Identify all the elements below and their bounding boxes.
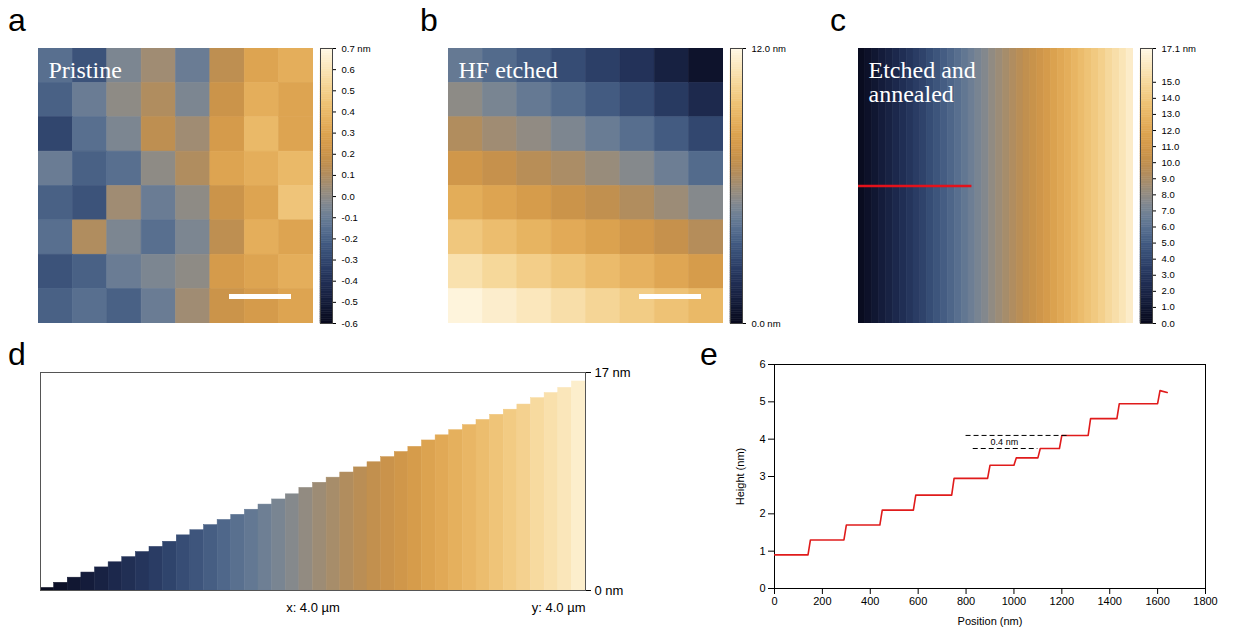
svg-text:HF etched: HF etched xyxy=(459,57,558,83)
svg-text:10.0: 10.0 xyxy=(1162,157,1181,168)
svg-text:0: 0 xyxy=(759,582,765,594)
html-text:e: e xyxy=(700,336,718,372)
svg-text:0.0 nm: 0.0 nm xyxy=(752,318,781,329)
svg-text:9.0: 9.0 xyxy=(1162,173,1175,184)
svg-text:-0.4: -0.4 xyxy=(342,275,358,286)
svg-text:5.0: 5.0 xyxy=(1162,237,1175,248)
svg-text:-0.5: -0.5 xyxy=(342,296,358,307)
html-text:b: b xyxy=(420,2,438,38)
svg-text:1400: 1400 xyxy=(1097,595,1121,607)
svg-text:6: 6 xyxy=(759,358,765,370)
svg-text:0 nm: 0 nm xyxy=(595,583,624,598)
svg-text:0: 0 xyxy=(771,595,777,607)
svg-text:5: 5 xyxy=(759,395,765,407)
svg-text:17 nm: 17 nm xyxy=(595,365,631,380)
svg-text:1.0: 1.0 xyxy=(1162,301,1175,312)
svg-text:0.4: 0.4 xyxy=(342,106,355,117)
svg-text:0.6: 0.6 xyxy=(342,64,355,75)
svg-text:Pristine: Pristine xyxy=(49,57,122,83)
svg-text:400: 400 xyxy=(861,595,879,607)
svg-text:15.0: 15.0 xyxy=(1162,76,1181,87)
html-text:d: d xyxy=(8,336,26,372)
svg-text:14.0: 14.0 xyxy=(1162,92,1181,103)
svg-text:y: 4.0 µm: y: 4.0 µm xyxy=(532,600,586,615)
svg-text:0.7 nm: 0.7 nm xyxy=(342,43,371,54)
svg-text:17.1 nm: 17.1 nm xyxy=(1162,43,1196,54)
svg-text:1000: 1000 xyxy=(1002,595,1026,607)
svg-text:Etched andannealed: Etched andannealed xyxy=(869,57,976,107)
svg-text:4.0: 4.0 xyxy=(1162,253,1175,264)
svg-text:0.4 nm: 0.4 nm xyxy=(991,437,1019,447)
svg-text:Position (nm): Position (nm) xyxy=(958,615,1023,627)
svg-text:-0.2: -0.2 xyxy=(342,233,358,244)
svg-text:11.0: 11.0 xyxy=(1162,141,1180,152)
svg-text:1200: 1200 xyxy=(1050,595,1074,607)
svg-text:3: 3 xyxy=(759,470,765,482)
svg-text:0.2: 0.2 xyxy=(342,148,355,159)
svg-text:x: 4.0 µm: x: 4.0 µm xyxy=(286,600,340,615)
svg-text:6.0: 6.0 xyxy=(1162,221,1175,232)
svg-text:0.3: 0.3 xyxy=(342,127,355,138)
svg-text:Height (nm): Height (nm) xyxy=(734,448,746,505)
svg-text:12.0: 12.0 xyxy=(1162,125,1181,136)
html-text:c: c xyxy=(830,2,846,38)
svg-text:-0.1: -0.1 xyxy=(342,212,358,223)
svg-text:1800: 1800 xyxy=(1193,595,1217,607)
svg-text:2: 2 xyxy=(759,507,765,519)
svg-text:12.0 nm: 12.0 nm xyxy=(752,43,786,54)
svg-text:0.1: 0.1 xyxy=(342,169,355,180)
svg-text:0.5: 0.5 xyxy=(342,85,355,96)
svg-text:13.0: 13.0 xyxy=(1162,108,1181,119)
svg-text:-0.6: -0.6 xyxy=(342,318,358,329)
html-text:a: a xyxy=(8,2,26,38)
svg-text:1: 1 xyxy=(759,545,765,557)
svg-text:200: 200 xyxy=(813,595,831,607)
svg-text:8.0: 8.0 xyxy=(1162,189,1175,200)
svg-text:3.0: 3.0 xyxy=(1162,269,1175,280)
svg-text:1600: 1600 xyxy=(1145,595,1169,607)
svg-text:800: 800 xyxy=(957,595,975,607)
svg-text:7.0: 7.0 xyxy=(1162,205,1175,216)
svg-text:2.0: 2.0 xyxy=(1162,285,1175,296)
svg-text:-0.3: -0.3 xyxy=(342,254,358,265)
svg-text:600: 600 xyxy=(909,595,927,607)
svg-text:0.0: 0.0 xyxy=(1162,318,1175,329)
svg-text:0.0: 0.0 xyxy=(342,191,355,202)
svg-text:4: 4 xyxy=(759,433,765,445)
